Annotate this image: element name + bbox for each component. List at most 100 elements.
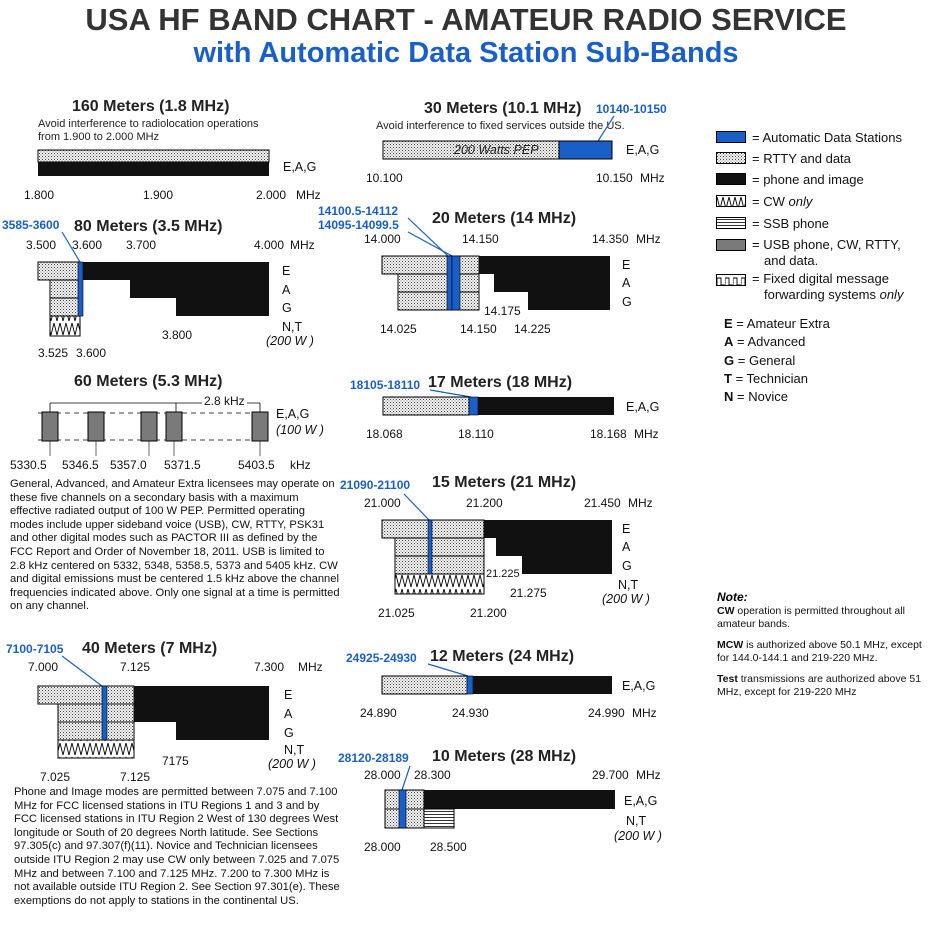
license-class-general: G = General [724,353,796,368]
band-60-unit: kHz [290,458,311,472]
band-80-row-label: E [282,264,291,278]
band-15-unit: MHz [628,496,653,510]
band-80-unit: MHz [290,238,315,252]
band-20-tick: 14.025 [380,322,417,336]
legend-usb-swatch [716,239,746,251]
band-40-tick: 7.125 [120,660,151,674]
band-60-tick: 5346.5 [62,458,99,472]
band-10-power: (200 W ) [614,829,662,843]
band-40-tick: 7.000 [28,660,59,674]
legend-usb-label: = USB phone, CW, RTTY, [752,237,901,252]
band-60-classes: E,A,G [276,407,310,421]
band-60-title: 60 Meters (5.3 MHz) [74,373,223,390]
license-class-novice: N = Novice [724,389,788,404]
band-15-auto-label: 21090-21100 [340,478,411,492]
band-80-row-label: A [282,283,291,297]
legend-auto-data-swatch [716,131,746,143]
band-15-power: (200 W ) [602,592,650,606]
license-class-advanced: A = Advanced [724,334,806,349]
band-15-row-label: A [622,540,631,554]
band-30-unit: MHz [640,171,665,185]
band-15-tick: 21.200 [470,606,507,620]
band-17-unit: MHz [634,427,659,441]
band-80-power: (200 W ) [266,334,314,348]
note-cw: CW operation is permitted throughout all… [717,605,905,630]
band-40-tick: 7.300 [254,660,285,674]
legend-ssb-label: = SSB phone [752,216,829,231]
legend-auto-data-label: = Automatic Data Stations [752,130,902,145]
band-40-title: 40 Meters (7 MHz) [82,640,218,657]
band-40-tick: 7.025 [40,770,71,784]
band-12-title: 12 Meters (24 MHz) [430,648,575,665]
legend-usb-label-2: and data. [764,253,819,268]
band-60-tick: 5403.5 [238,458,275,472]
band-15-row-label: E [622,522,631,536]
band-20-row-label: G [622,295,632,309]
band-15-tick: 21.225 [486,568,520,580]
band-20-auto-label-2: 14095-14099.5 [318,218,399,232]
band-20-row-label: E [622,258,631,272]
license-class-extra: E = Amateur Extra [724,316,830,331]
band-15-title: 15 Meters (21 MHz) [432,474,577,491]
band-20-unit: MHz [636,232,661,246]
band-10-tick: 28.500 [430,840,467,854]
band-80-row-label: G [282,301,292,315]
band-20-tick: 14.000 [364,232,401,246]
band-80-tick: 3.700 [126,238,157,252]
legend-ssb-swatch [716,217,746,229]
band-40-row-label: N,T [284,743,305,757]
band-30-tick: 10.150 [596,171,633,185]
band-40-row-label: G [284,726,294,740]
band-80-tick: 3.600 [72,238,103,252]
band-30-power: 200 Watts PEP [454,143,539,157]
band-15-row-label: G [622,559,632,573]
band-160-phone-segment [38,162,269,176]
band-20-tick: 14.150 [462,232,499,246]
band-20-tick: 14.350 [592,232,629,246]
band-17-tick: 18.168 [590,427,627,441]
band-15-tick: 21.000 [364,496,401,510]
band-20-tick: 14.150 [460,322,497,336]
chart-title: USA HF BAND CHART - AMATEUR RADIO SERVIC… [85,2,847,37]
band-160-classes: E,A,G [283,160,317,174]
band-12-tick: 24.990 [588,706,625,720]
band-80-tick: 3.600 [76,346,107,360]
band-20-tick: 14.225 [514,322,551,336]
band-60-tick: 5371.5 [164,458,201,472]
band-60-spacing: 2.8 kHz [202,394,247,408]
band-17-auto-label: 18105-18110 [350,378,421,392]
band-40-tick: 7.125 [120,770,151,784]
band-40-paragraph: Phone and Image modes are permitted betw… [14,786,340,907]
legend-phone-label: = phone and image [752,172,864,187]
legend-rtty-swatch [716,152,746,164]
band-15-row-label: N,T [618,578,639,592]
band-10-classes: E,A,G [624,794,658,808]
legend-fixed-digital-swatch [716,274,746,286]
note-test: Test transmissions are authorized above … [717,673,922,698]
band-12-tick: 24.930 [452,706,489,720]
band-80-row-label: N,T [282,320,303,334]
band-80-tick: 4.000 [254,238,285,252]
band-15-tick: 21.025 [378,606,415,620]
band-80-title: 80 Meters (3.5 MHz) [74,218,223,235]
band-40-unit: MHz [298,660,323,674]
legend-cw-swatch [716,195,746,207]
band-12-auto-label: 24925-24930 [346,651,417,665]
band-20-row-label: A [622,276,631,290]
band-60-tick: 5330.5 [10,458,47,472]
band-10-tick: 28.000 [364,840,401,854]
band-10-tick: 28.300 [414,768,451,782]
band-40-row-label: A [284,707,293,721]
band-20-title: 20 Meters (14 MHz) [432,210,577,227]
band-15-tick: 21.450 [584,496,621,510]
band-10-tick: 28.000 [364,768,401,782]
band-17-title: 17 Meters (18 MHz) [428,374,573,391]
band-12-classes: E,A,G [622,679,656,693]
band-10-tick: 29.700 [592,768,629,782]
